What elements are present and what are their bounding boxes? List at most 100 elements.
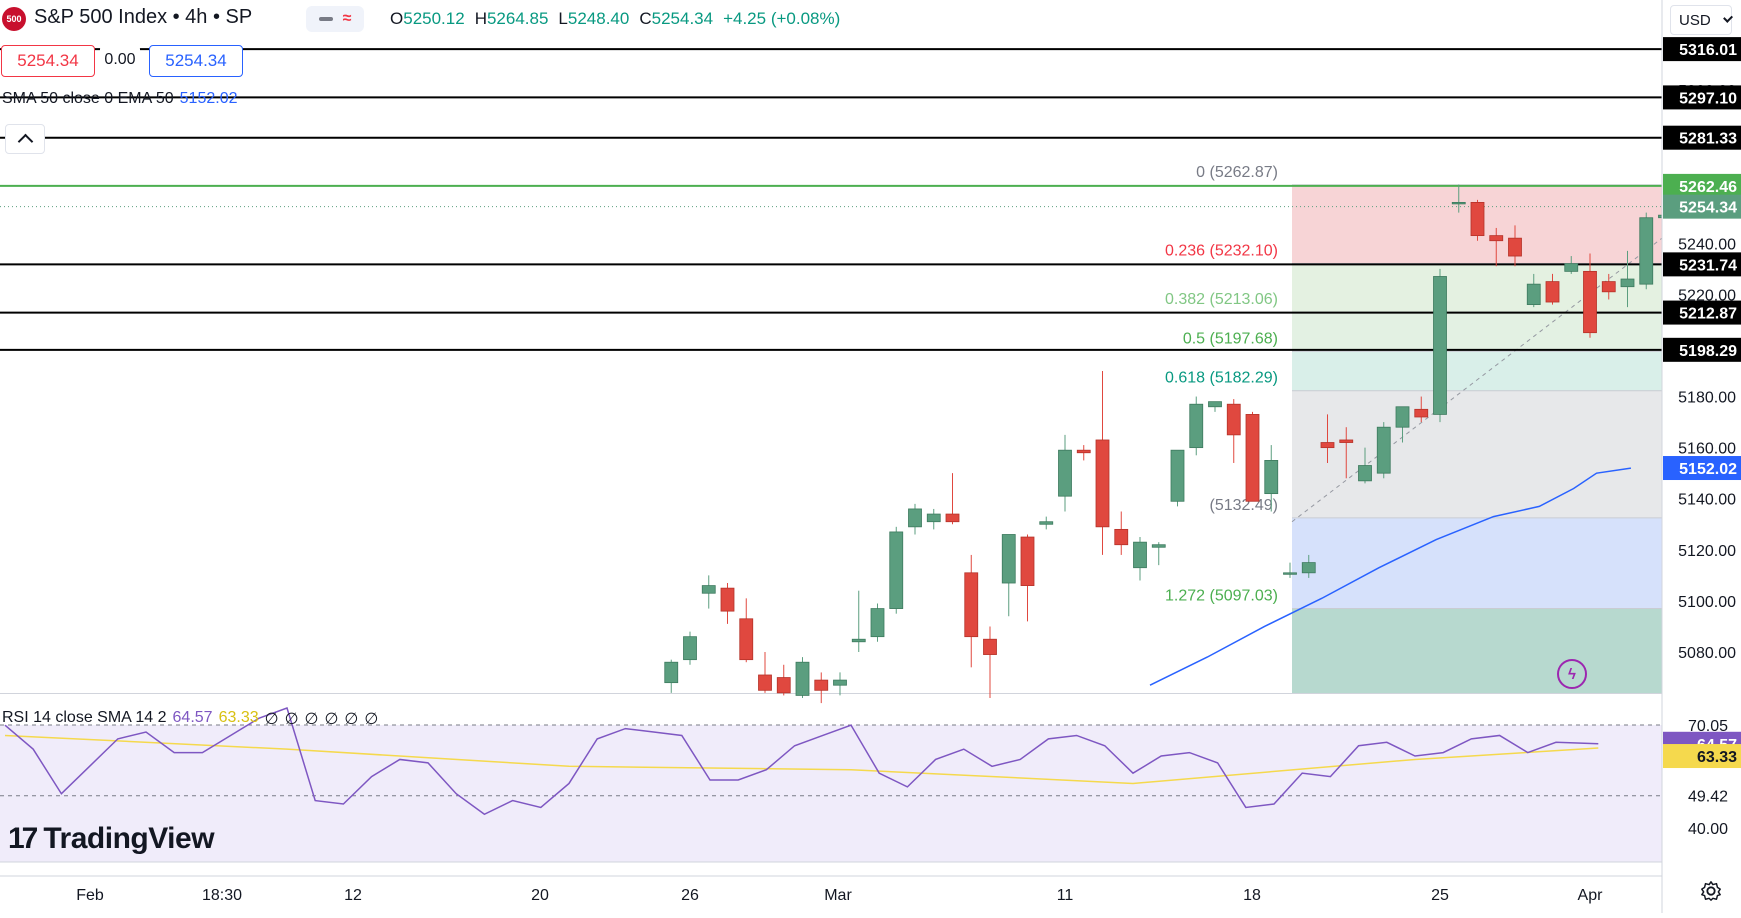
candle-body — [701, 585, 716, 594]
x-tick-label: Apr — [1578, 887, 1604, 904]
spread-value: 0.00 — [100, 45, 140, 75]
fib-zone-1 — [1292, 263, 1662, 313]
level-price-label-bg — [1663, 300, 1741, 325]
symbol-logo-text: 500 — [6, 14, 22, 24]
fib-label-1.272: 1.272 (5097.03) — [1165, 587, 1278, 604]
x-tick-label: 18 — [1243, 887, 1261, 904]
candle-body — [720, 587, 735, 612]
tradingview-mark: 17 — [8, 822, 38, 855]
x-tick-label: Mar — [824, 887, 852, 904]
fib-label-0.618: 0.618 (5182.29) — [1165, 370, 1278, 387]
fib-zone-6 — [1292, 608, 1662, 693]
currency-select[interactable]: USD — [1670, 5, 1733, 35]
y-tick-label: 5120.00 — [1678, 543, 1736, 560]
candle-body — [983, 638, 997, 655]
fib-trend-line — [1291, 237, 1663, 523]
x-tick-label: Feb — [76, 887, 104, 904]
candle-body — [1470, 201, 1485, 237]
level-price-label: 5281.33 — [1679, 131, 1737, 148]
candle-body — [814, 679, 829, 691]
fib-label-0.382: 0.382 (5213.06) — [1165, 291, 1278, 308]
candle-body — [964, 572, 979, 638]
candle-body — [1151, 544, 1166, 548]
y-tick-label: 5180.00 — [1678, 390, 1736, 407]
fib-zone-3 — [1292, 351, 1662, 391]
level-price-label: 5316.01 — [1679, 42, 1737, 59]
settings-gear-icon[interactable] — [1700, 880, 1722, 902]
support-price-label-bg — [1663, 173, 1741, 198]
level-price-label: 5297.10 — [1679, 90, 1737, 107]
rsi-axis-label: 49.42 — [1688, 789, 1728, 806]
candle-body — [1358, 465, 1372, 482]
candle-body — [1301, 562, 1316, 574]
rsi-legend-name: RSI 14 close SMA 14 2 — [2, 709, 167, 726]
candle-body — [1226, 403, 1241, 436]
candle-body — [851, 638, 866, 643]
level-price-label: 5212.87 — [1679, 306, 1737, 323]
level-price-label: 5198.29 — [1679, 343, 1737, 360]
candle-body — [1564, 263, 1579, 272]
symbol-title[interactable]: S&P 500 Index • 4h • SP — [34, 6, 253, 28]
tradingview-logo[interactable]: 17 TradingView — [8, 822, 215, 856]
ohlc-close: C5254.34 — [639, 9, 714, 28]
candle-body — [739, 618, 754, 661]
candle-body — [683, 636, 697, 661]
ohlc-low: L5248.40 — [558, 9, 630, 28]
rsi-axis-label: 40.00 — [1688, 821, 1728, 838]
level-price-label-bg — [1663, 125, 1741, 150]
hide-legend-icon[interactable] — [318, 17, 333, 21]
candle-body — [1283, 572, 1297, 575]
candle-body — [1489, 235, 1504, 242]
y-tick-label: 5080.00 — [1678, 645, 1736, 662]
collapse-legend-button[interactable] — [5, 124, 45, 154]
candle-body — [1189, 403, 1204, 449]
level-price-label-bg — [1663, 252, 1741, 277]
x-tick-label: 18:30 — [202, 887, 242, 904]
rsi-legend[interactable]: RSI 14 close SMA 14 2 64.57 63.33 ∅ ∅ ∅ … — [2, 709, 378, 729]
candle-body — [1414, 408, 1429, 418]
candle-body — [664, 661, 679, 684]
fib-label-0.5: 0.5 (5197.68) — [1183, 330, 1278, 347]
x-tick-label: 20 — [531, 887, 549, 904]
candle-body — [1620, 278, 1635, 288]
level-price-label-bg — [1663, 37, 1741, 62]
candle-body — [908, 508, 922, 528]
x-tick-label: 25 — [1431, 887, 1449, 904]
y-tick-label: 5160.00 — [1678, 441, 1736, 458]
rsi-sma-value-label: 63.33 — [1697, 749, 1737, 766]
candle-body — [1245, 414, 1260, 502]
rsi-sma-legend-value: 63.33 — [218, 709, 259, 726]
candle-body — [795, 661, 810, 696]
last-price-label-bg — [1663, 194, 1741, 219]
candle-body — [1001, 534, 1016, 584]
candle-body — [1076, 449, 1091, 454]
candle-body — [870, 608, 885, 638]
sell-button[interactable]: 5254.34 — [1, 45, 95, 77]
fib-zone-2 — [1292, 312, 1662, 352]
wave-icon[interactable]: ≈ — [342, 10, 352, 27]
y-tick-label: 5100.00 — [1678, 594, 1736, 611]
candle-body — [1208, 401, 1222, 408]
buy-button[interactable]: 5254.34 — [149, 45, 243, 77]
lightning-icon[interactable]: ϟ — [1557, 659, 1587, 689]
ma-legend-name: SMA 50 close 0 EMA 50 — [2, 90, 174, 107]
candle-body — [1601, 281, 1616, 293]
ma-legend[interactable]: SMA 50 close 0 EMA 50 5152.02 — [2, 90, 238, 108]
fib-label-1: (5132.49) — [1210, 497, 1279, 514]
candle-body — [1508, 237, 1522, 257]
rsi-sma-value-label-bg — [1663, 744, 1741, 769]
candle-body — [758, 674, 772, 691]
y-tick-label: 5220.00 — [1678, 287, 1736, 304]
support-price-label: 5262.46 — [1679, 179, 1737, 196]
candle-body — [945, 513, 960, 523]
legend-toggle-group[interactable]: ≈ — [306, 6, 364, 32]
ma-legend-value: 5152.02 — [179, 90, 238, 107]
y-tick-label: 5140.00 — [1678, 492, 1736, 509]
candle-body — [1545, 281, 1560, 303]
fib-label-0.236: 0.236 (5232.10) — [1165, 242, 1278, 259]
rsi-sma-line — [4, 734, 1599, 785]
x-tick-label: 12 — [344, 887, 362, 904]
candle-body — [1339, 439, 1354, 443]
